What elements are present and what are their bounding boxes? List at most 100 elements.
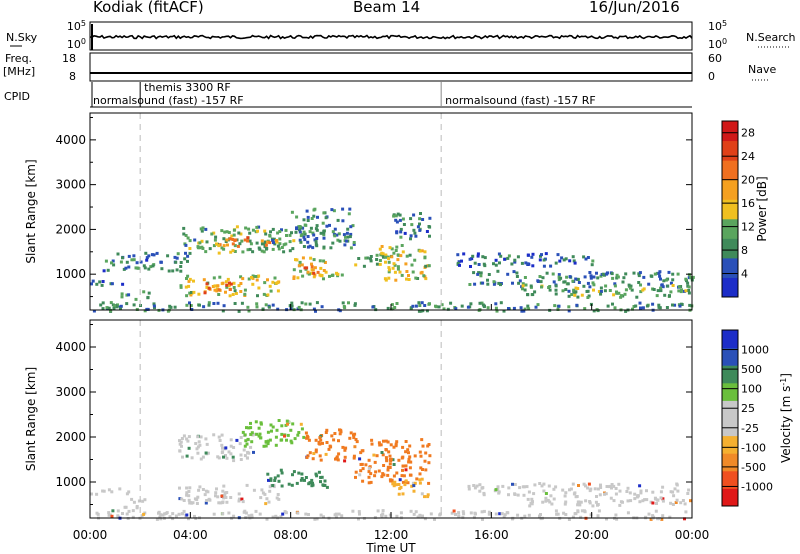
power-cell [378, 247, 382, 251]
velocity-cell [344, 446, 348, 450]
power-cell [565, 275, 569, 279]
velocity-cell [187, 494, 191, 498]
power-cell [659, 277, 662, 281]
velocity-cell [215, 487, 218, 491]
power-cell [634, 304, 638, 308]
power-cell [635, 295, 639, 299]
power-cell [277, 247, 281, 251]
power-cell [183, 257, 187, 261]
power-cell [486, 306, 490, 310]
velocity-cell [240, 497, 244, 501]
power-cell [346, 227, 350, 231]
power-cell [331, 241, 335, 245]
velocity-cell [204, 489, 208, 493]
velocity-cell [513, 493, 517, 496]
power-cell [349, 225, 353, 229]
power-cell [496, 269, 500, 273]
velocity-cell [582, 482, 586, 486]
power-cell [236, 244, 240, 248]
power-cell [217, 293, 221, 296]
power-cell [119, 260, 123, 264]
velocity-cell [604, 492, 608, 496]
velocity-cell [381, 509, 385, 513]
beam-title: Beam 14 [353, 0, 421, 16]
power-cell [573, 261, 577, 265]
power-cell [387, 266, 391, 270]
velocity-cell [367, 475, 371, 479]
velocity-cell [638, 500, 642, 504]
power-cell [212, 231, 216, 235]
velocity-cell [644, 515, 648, 519]
power-cell [457, 260, 461, 264]
velocity-cell [418, 450, 422, 454]
velocity-cell [212, 433, 216, 437]
velocity-cell [311, 481, 314, 485]
velocity-cell [522, 493, 526, 497]
power-cell [229, 250, 233, 254]
power-cell [208, 247, 212, 251]
power-cell [572, 288, 576, 292]
velocity-cell [252, 450, 255, 454]
power-cell [333, 234, 337, 238]
power-cell [120, 295, 124, 299]
power-cell [314, 240, 318, 244]
velocity-cell [205, 499, 209, 502]
velocity-cell [424, 468, 428, 472]
velocity-cell [249, 445, 253, 449]
power-cell [486, 278, 489, 282]
power-cell [399, 227, 403, 231]
velocity-cell [353, 445, 357, 449]
power-cell [333, 227, 337, 231]
velocity-cell [323, 479, 327, 483]
power-cell [95, 282, 99, 286]
power-cell [560, 256, 564, 260]
power-cell [460, 259, 463, 263]
power-cell [316, 270, 320, 274]
power-cell [523, 276, 527, 279]
velocity-cell [221, 450, 225, 454]
velocity-cell [625, 490, 629, 493]
power-cell [292, 277, 296, 280]
power-cell [494, 306, 498, 310]
velocity-cell [618, 503, 622, 507]
power-ytick-label-2: 3000 [55, 178, 86, 192]
velocity-cell [187, 498, 191, 502]
power-cell [417, 309, 421, 313]
power-cell [110, 261, 113, 265]
velocity-cell [497, 490, 501, 494]
velocity-cell [669, 501, 673, 505]
power-cell [288, 249, 292, 253]
velocity-cell [433, 517, 436, 521]
velocity-cell [582, 509, 586, 513]
power-cell [132, 303, 136, 307]
power-cell [143, 309, 147, 313]
power-cell [413, 258, 417, 262]
power-cell [479, 271, 483, 275]
power-cell [677, 289, 681, 293]
power-cell [613, 282, 617, 286]
power-cell [267, 305, 271, 309]
velocity-cell [290, 483, 294, 487]
power-cell [223, 230, 227, 234]
velocity-cell [319, 513, 323, 517]
velocity-cell [400, 474, 404, 478]
velocity-cell [423, 495, 426, 499]
power-cell [349, 246, 353, 250]
velocity-cell [206, 451, 210, 455]
power-cell [152, 302, 156, 306]
velocity-cell [285, 438, 288, 442]
power-cell [549, 264, 553, 268]
power-cell [322, 277, 325, 281]
power-cell [185, 294, 189, 298]
velocity-cell [125, 512, 129, 516]
power-cell [239, 232, 243, 236]
velocity-cell [494, 488, 498, 492]
velocity-cell [289, 439, 293, 443]
velocity-cell [645, 489, 648, 493]
power-cell [387, 260, 391, 264]
power-colorbar-swatch-0 [722, 277, 738, 298]
velocity-cell [303, 478, 306, 482]
velocity-cell [196, 435, 200, 439]
power-cell [202, 305, 206, 309]
velocity-cell [591, 504, 595, 508]
